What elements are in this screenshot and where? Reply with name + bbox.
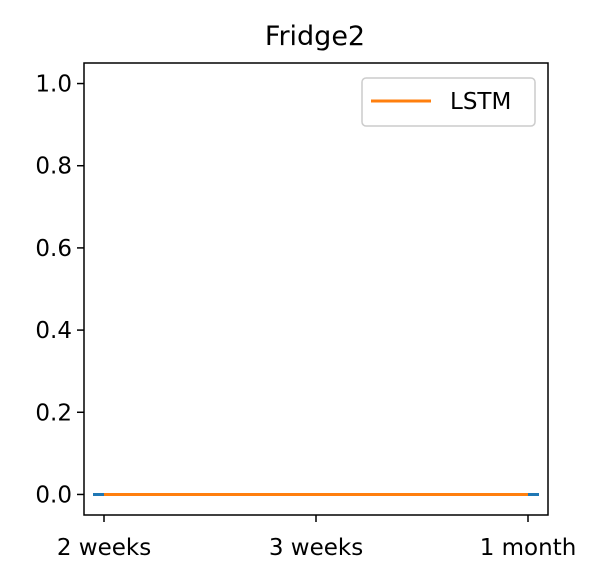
- y-tick-label: 0.8: [35, 154, 72, 180]
- plot-area: [83, 62, 549, 516]
- y-tick-label: 0.0: [35, 482, 72, 508]
- y-tick-label: 0.6: [35, 236, 72, 262]
- x-tick-label: 1 month: [480, 535, 577, 561]
- x-tick-label: 2 weeks: [57, 535, 151, 561]
- legend-frame: [361, 77, 536, 127]
- legend: LSTM: [361, 77, 536, 127]
- legend-label-lstm: LSTM: [450, 89, 511, 115]
- x-tick-label: 3 weeks: [269, 535, 363, 561]
- chart-title: Fridge2: [265, 21, 365, 52]
- y-tick-label: 0.2: [35, 400, 72, 426]
- y-tick-label: 0.4: [35, 318, 72, 344]
- y-tick-label: 1.0: [35, 72, 72, 98]
- x-axis: 2 weeks 3 weeks 1 month: [57, 515, 576, 561]
- plot-frame: [83, 62, 549, 516]
- y-axis: 0.0 0.2 0.4 0.6 0.8 1.0: [35, 72, 84, 508]
